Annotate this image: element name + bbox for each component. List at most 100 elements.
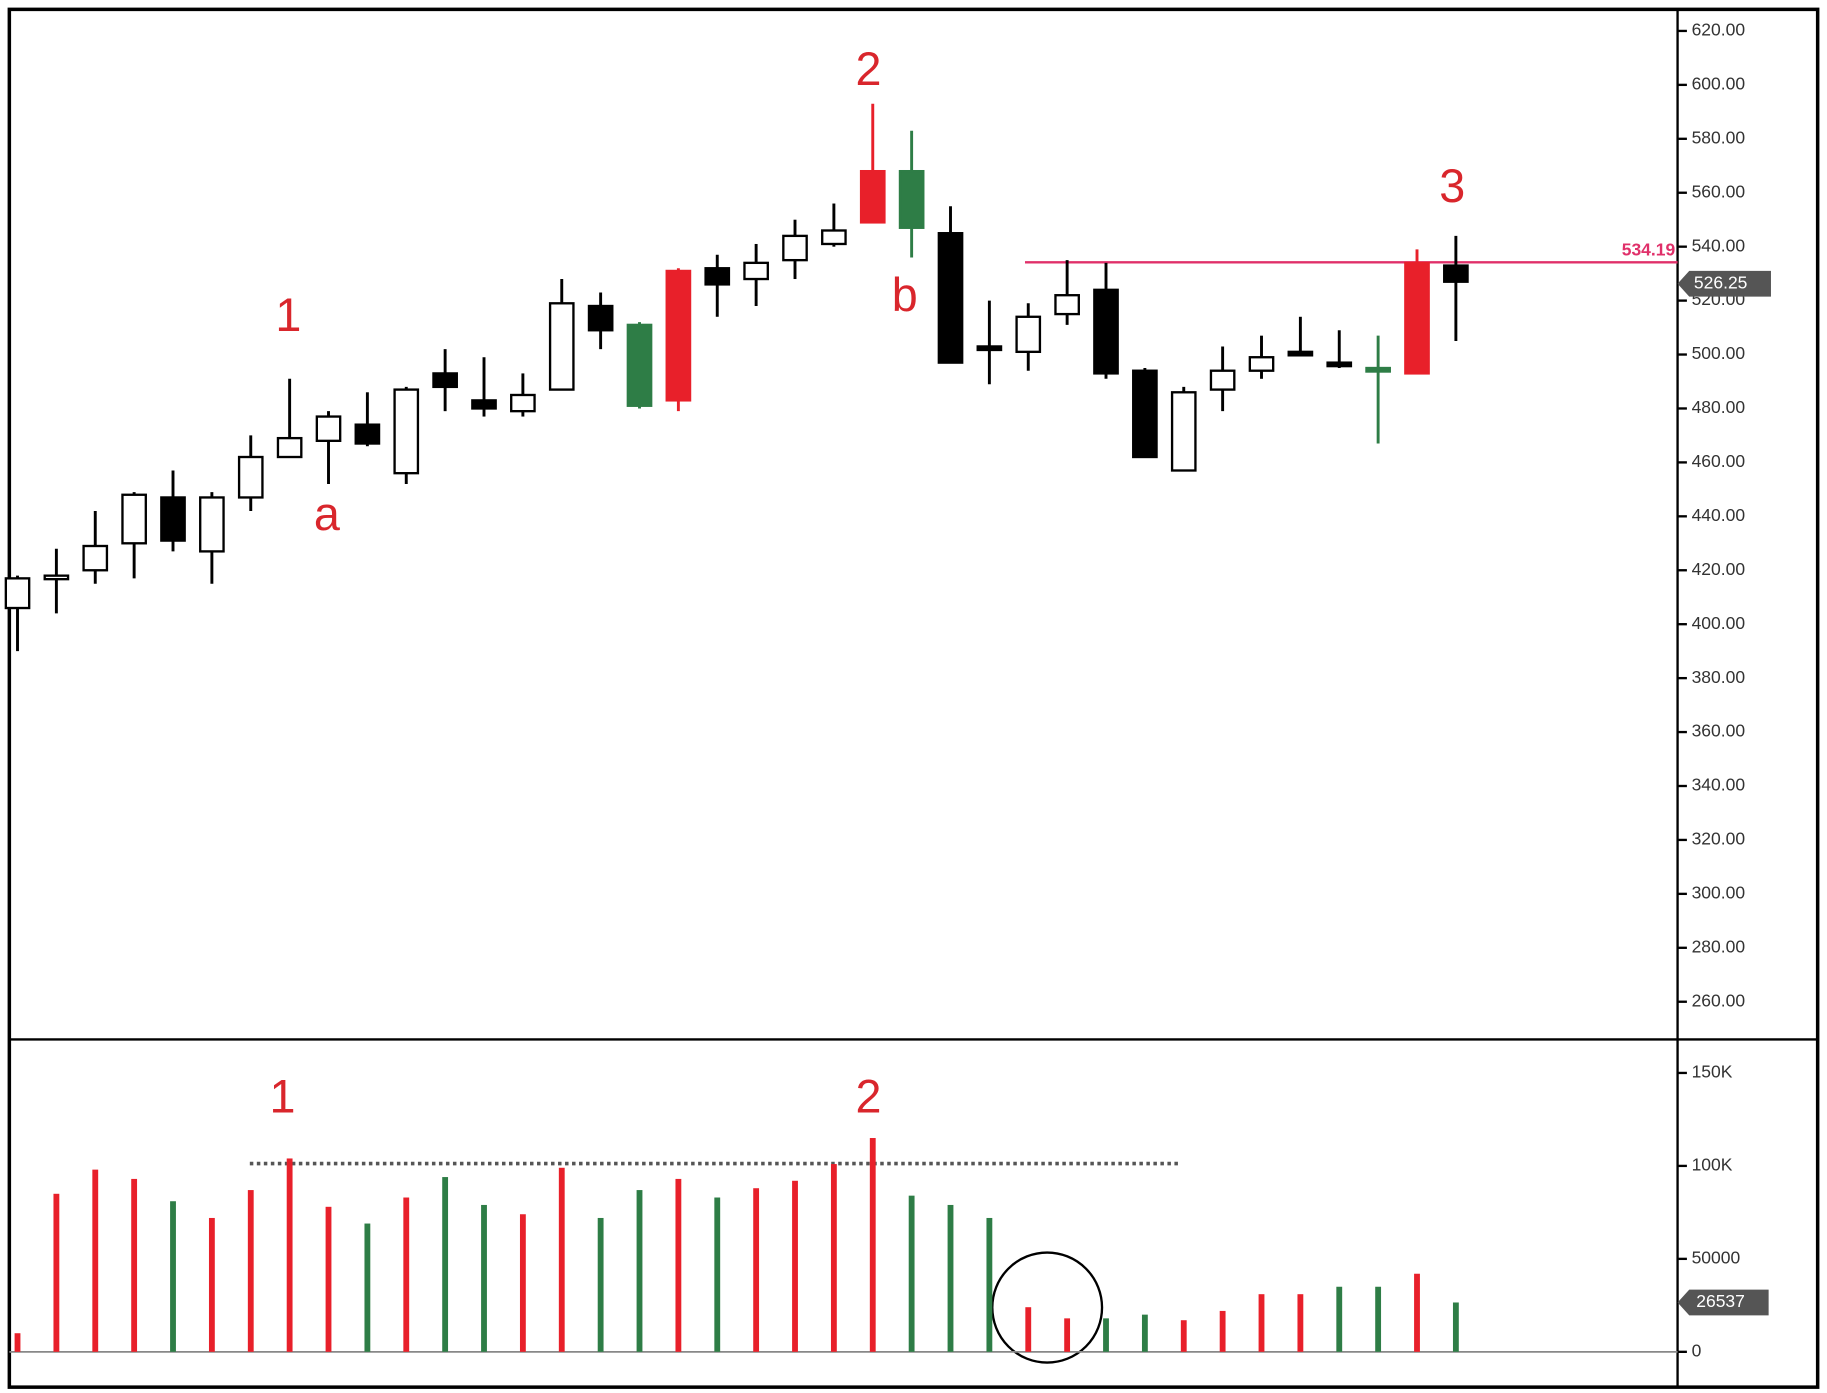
volume-bar xyxy=(481,1204,487,1352)
candle-body xyxy=(782,234,808,262)
y-tick-label: 340.00 xyxy=(1692,775,1746,795)
annotation: 1 xyxy=(275,289,301,341)
candle-body xyxy=(4,577,31,610)
volume-bar xyxy=(403,1197,410,1352)
candle-body xyxy=(393,388,420,475)
volume-bar xyxy=(325,1206,332,1352)
candle-body xyxy=(160,496,186,542)
y-tick-label: 600.00 xyxy=(1692,73,1746,93)
last-volume-label: 26537 xyxy=(1696,1291,1745,1311)
volume-bar xyxy=(597,1217,604,1352)
candle-body xyxy=(665,269,692,402)
candle-body xyxy=(1326,361,1353,368)
volume-bar xyxy=(636,1190,643,1352)
volume-bar xyxy=(208,1217,215,1352)
y-tick-label: 380.00 xyxy=(1692,667,1746,687)
annotation: a xyxy=(314,488,340,540)
volume-bar xyxy=(1452,1302,1459,1352)
y-tick-label: 280.00 xyxy=(1692,936,1746,956)
volume-bar xyxy=(869,1138,876,1352)
volume-bar xyxy=(1297,1294,1304,1352)
candle-body xyxy=(1054,294,1080,316)
volume-bar xyxy=(1336,1286,1343,1352)
volume-tag xyxy=(1677,1289,1769,1316)
candle-body xyxy=(548,302,575,391)
volume-bar xyxy=(947,1204,954,1352)
candle-body xyxy=(315,415,342,442)
candle-body xyxy=(626,323,653,407)
candle-body xyxy=(1132,369,1158,459)
last-price-label: 526.25 xyxy=(1694,272,1748,292)
volume-bar xyxy=(986,1217,993,1352)
annotation: 2 xyxy=(856,43,882,95)
candle-body xyxy=(821,229,847,246)
candle-body xyxy=(587,304,614,332)
price-tag xyxy=(1677,270,1771,297)
volume-bar xyxy=(170,1201,176,1352)
y-tick-label: 420.00 xyxy=(1692,559,1746,579)
annotation: 1 xyxy=(270,1071,296,1123)
candle-body xyxy=(82,544,109,572)
volume-bar xyxy=(830,1164,837,1352)
volume-bar xyxy=(1375,1286,1382,1352)
y-tick-label: 540.00 xyxy=(1692,235,1746,255)
y-tick-label: 500.00 xyxy=(1692,343,1746,363)
candle-body xyxy=(510,393,536,413)
candle-body xyxy=(471,399,497,410)
volume-bar xyxy=(908,1195,915,1352)
volume-bar xyxy=(1103,1318,1109,1352)
candle-body xyxy=(1015,315,1042,354)
candle-body xyxy=(1443,264,1469,283)
volume-bar xyxy=(1219,1310,1226,1352)
volume-bar xyxy=(753,1188,760,1352)
candle-body xyxy=(354,423,381,445)
candle-body xyxy=(1170,391,1197,472)
candle-body xyxy=(1287,350,1314,357)
frame xyxy=(7,7,1820,1389)
candle-body xyxy=(976,345,1003,352)
candle-body xyxy=(1209,369,1236,391)
volume-bar xyxy=(92,1169,99,1352)
candle-body xyxy=(1093,288,1119,375)
y-tick-label: 300.00 xyxy=(1692,882,1746,902)
volume-bar xyxy=(1180,1320,1187,1352)
candle-body xyxy=(43,574,70,581)
volume-bar xyxy=(519,1214,526,1352)
volume-bar xyxy=(792,1180,798,1352)
candle-body xyxy=(898,169,925,229)
candle-body xyxy=(743,261,769,281)
y-tick-label: 0 xyxy=(1692,1340,1702,1360)
volume-bar xyxy=(247,1190,254,1352)
y-tick-label: 400.00 xyxy=(1692,613,1746,633)
candle-body xyxy=(859,169,886,224)
candle-body xyxy=(276,436,303,459)
volume-bar xyxy=(53,1193,60,1352)
volume-bar xyxy=(675,1178,682,1352)
candle-body xyxy=(1404,261,1430,375)
y-tick-label: 620.00 xyxy=(1692,20,1746,40)
resistance-label: 534.19 xyxy=(1622,239,1676,259)
y-tick-label: 480.00 xyxy=(1692,397,1746,417)
volume-bar xyxy=(558,1167,565,1352)
volume-bar xyxy=(1064,1318,1071,1352)
candle-body xyxy=(237,455,264,499)
annotation: b xyxy=(892,269,918,321)
volume-bar xyxy=(131,1178,138,1352)
y-tick-label: 580.00 xyxy=(1692,127,1746,147)
candle-body xyxy=(121,493,147,545)
volume-bar xyxy=(442,1177,449,1352)
volume-bar xyxy=(286,1158,293,1352)
volume-bar xyxy=(1141,1314,1148,1352)
y-tick-label: 50000 xyxy=(1692,1247,1741,1267)
candle-body xyxy=(1248,356,1275,372)
y-tick-label: 320.00 xyxy=(1692,829,1746,849)
volume-bar xyxy=(1414,1273,1420,1352)
y-tick-label: 440.00 xyxy=(1692,505,1746,525)
volume-bar xyxy=(14,1333,21,1352)
y-tick-label: 560.00 xyxy=(1692,181,1746,201)
annotation: 2 xyxy=(856,1071,882,1123)
candle-body xyxy=(704,267,731,286)
candle-body xyxy=(937,232,964,364)
y-tick-label: 260.00 xyxy=(1692,990,1746,1010)
